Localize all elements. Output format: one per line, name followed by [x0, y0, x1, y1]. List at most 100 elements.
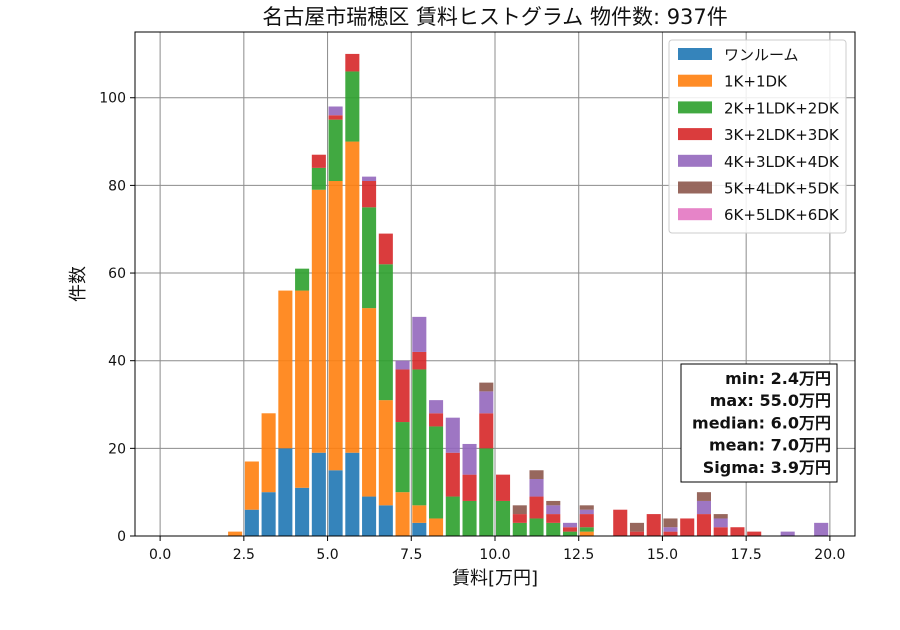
bar-segment-series-1: [362, 308, 377, 497]
bar-segment-series-4: [362, 176, 377, 182]
bars: [228, 53, 829, 536]
x-tick-label: 20.0: [814, 547, 845, 563]
bar-segment-series-3: [646, 514, 661, 536]
bar-segment-series-4: [780, 531, 795, 536]
bar-segment-series-2: [345, 71, 360, 142]
bar-segment-series-3: [462, 474, 477, 501]
bar-segment-series-4: [462, 443, 477, 475]
bar-segment-series-0: [345, 452, 360, 536]
bar-segment-series-5: [579, 505, 594, 510]
bar-segment-series-1: [412, 505, 427, 523]
bar-segment-series-1: [378, 400, 393, 506]
bar-segment-series-4: [479, 391, 494, 414]
bar-segment-series-4: [713, 518, 728, 528]
bar-segment-series-5: [629, 522, 645, 532]
bar-segment-series-0: [295, 487, 310, 536]
bar-segment-series-3: [395, 369, 410, 423]
bar-segment-series-1: [311, 189, 326, 453]
bar-segment-series-1: [278, 290, 293, 449]
x-tick-label: 0.0: [149, 547, 171, 563]
bar-segment-series-3: [362, 181, 377, 208]
x-axis-ticks: 0.0 2.5 5.0 7.5 10.0 12.5 15.0 17.5 20.0: [149, 536, 845, 563]
legend-label: ワンルーム: [724, 46, 799, 64]
bar-segment-series-5: [546, 500, 561, 506]
bar-segment-series-1: [395, 492, 410, 536]
bar-segment-series-2: [362, 207, 377, 309]
bar-segment-series-2: [328, 119, 343, 182]
bar-segment-series-2: [395, 422, 410, 493]
x-tick-label: 7.5: [400, 547, 422, 563]
y-tick-label: 40: [108, 354, 126, 370]
bar-segment-series-3: [562, 527, 578, 532]
legend-swatch: [678, 48, 712, 60]
bar-segment-series-5: [663, 518, 678, 528]
bar-segment-series-4: [395, 360, 410, 370]
bar-segment-series-0: [378, 505, 393, 536]
bar-segment-series-3: [629, 531, 645, 536]
bar-segment-series-2: [529, 518, 544, 536]
y-axis-label: 件数: [68, 266, 89, 302]
stats-line: median: 6.0万円: [692, 413, 831, 432]
bar-segment-series-1: [261, 413, 276, 493]
bar-segment-series-3: [512, 514, 527, 523]
legend-label: 3K+2LDK+3DK: [724, 126, 840, 144]
legend-swatch: [678, 74, 712, 87]
bar-segment-series-2: [412, 369, 427, 506]
stats-box: min: 2.4万円 max: 55.0万円 median: 6.0万円 mean: …: [680, 363, 838, 483]
bar-segment-series-4: [429, 400, 444, 414]
bar-segment-series-3: [696, 514, 711, 536]
bar-segment-series-2: [311, 167, 326, 190]
bar-segment-series-3: [730, 527, 745, 536]
bar-segment-series-2: [378, 264, 393, 401]
x-tick-label: 12.5: [563, 547, 594, 563]
bar-segment-series-1: [228, 531, 243, 536]
bar-segment-series-0: [412, 522, 427, 536]
bar-segment-series-2: [546, 522, 561, 536]
bar-segment-series-4: [412, 316, 427, 352]
stats-box-frame: [680, 363, 838, 483]
bar-segment-series-0: [362, 496, 377, 536]
y-tick-label: 60: [108, 266, 126, 282]
bar-segment-series-1: [345, 141, 360, 453]
x-tick-label: 2.5: [233, 547, 255, 563]
x-tick-label: 10.0: [479, 547, 510, 563]
stats-line: max: 55.0万円: [710, 391, 831, 410]
legend: ワンルーム 1K+1DK 2K+1LDK+2DK 3K+2LDK+3DK 4K+3LDK…: [668, 39, 847, 234]
y-axis-ticks: 0 20 40 60 80 100: [99, 91, 135, 545]
x-axis-label: 賃料[万円]: [452, 568, 538, 589]
bar-segment-series-3: [613, 509, 628, 536]
bar-segment-series-3: [579, 514, 594, 528]
bar-segment-series-4: [445, 417, 460, 453]
bar-segment-series-0: [261, 492, 276, 536]
bar-segment-series-3: [445, 452, 460, 497]
bar-segment-series-3: [663, 531, 678, 536]
x-tick-label: 17.5: [731, 547, 762, 563]
bar-segment-series-5: [479, 382, 494, 392]
bar-segment-series-5: [713, 514, 728, 519]
bar-segment-series-3: [713, 527, 728, 536]
bar-segment-series-4: [562, 522, 578, 528]
bar-segment-series-0: [311, 452, 326, 536]
bar-segment-series-3: [378, 233, 393, 265]
legend-box: [668, 39, 847, 234]
bar-segment-series-0: [278, 448, 293, 536]
bar-segment-series-3: [747, 531, 762, 536]
stats-line: min: 2.4万円: [725, 369, 831, 388]
bar-segment-series-0: [328, 470, 343, 536]
bar-segment-series-1: [429, 518, 444, 536]
legend-swatch: [678, 208, 712, 221]
bar-segment-series-3: [546, 514, 561, 523]
legend-swatch: [678, 128, 712, 141]
legend-label: 2K+1LDK+2DK: [724, 99, 840, 117]
bar-segment-series-2: [496, 500, 511, 536]
legend-label: 5K+4LDK+5DK: [724, 180, 840, 198]
legend-label: 4K+3LDK+4DK: [724, 153, 840, 171]
legend-swatch: [678, 101, 712, 114]
bar-segment-series-5: [529, 470, 544, 480]
bar-segment-series-4: [579, 509, 594, 515]
y-tick-label: 0: [117, 529, 126, 545]
bar-segment-series-2: [479, 448, 494, 536]
bar-segment-series-2: [445, 496, 460, 536]
chart-title: 名古屋市瑞穂区 賃料ヒストグラム 物件数: 937件: [262, 5, 728, 29]
bar-segment-series-5: [696, 492, 711, 501]
